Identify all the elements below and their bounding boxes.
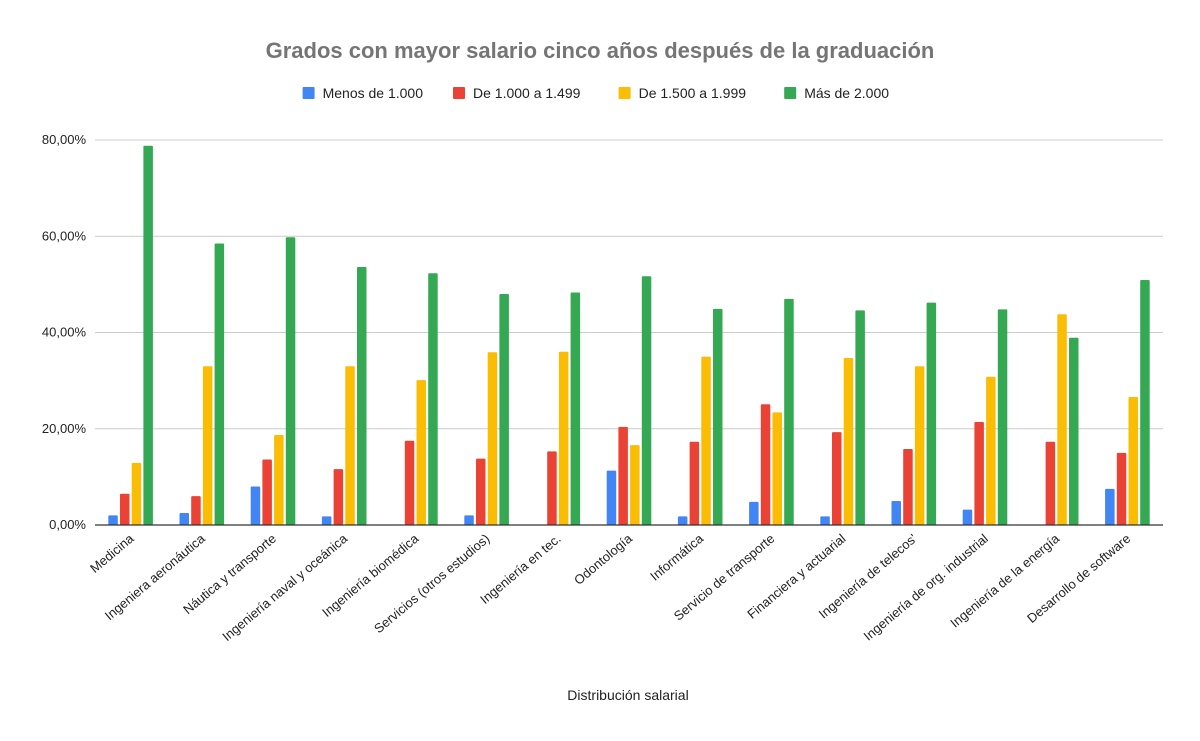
y-tick-label: 20,00% bbox=[42, 421, 87, 436]
y-tick-label: 60,00% bbox=[42, 228, 87, 243]
bar bbox=[108, 515, 118, 525]
bar bbox=[558, 351, 569, 525]
legend-swatch bbox=[453, 87, 465, 99]
bar bbox=[997, 309, 1008, 525]
bar bbox=[926, 302, 937, 525]
x-axis-label: Distribución salarial bbox=[567, 687, 688, 703]
legend-swatch bbox=[784, 87, 797, 99]
bar bbox=[262, 459, 272, 525]
y-tick-label: 40,00% bbox=[42, 325, 87, 340]
bar bbox=[903, 448, 913, 525]
bar bbox=[986, 376, 996, 525]
y-tick-label: 80,00% bbox=[42, 132, 87, 147]
bar bbox=[428, 273, 438, 525]
bar bbox=[179, 512, 189, 525]
legend-label: De 1.500 a 1.999 bbox=[639, 85, 747, 101]
bar bbox=[1057, 314, 1067, 525]
y-axis-ticks: 0,00% 20,00% 40,00% 60,00% 80,00% bbox=[42, 132, 87, 532]
bar bbox=[416, 380, 426, 525]
bar bbox=[855, 310, 865, 525]
bar bbox=[772, 412, 782, 525]
legend-label: Menos de 1.000 bbox=[323, 85, 424, 101]
bar bbox=[333, 469, 344, 525]
bar bbox=[843, 358, 854, 525]
bar bbox=[1116, 452, 1127, 525]
bar bbox=[547, 451, 557, 525]
bar bbox=[345, 366, 355, 525]
bar bbox=[202, 366, 213, 525]
bar bbox=[641, 276, 652, 525]
bar bbox=[1069, 337, 1079, 525]
bar bbox=[974, 422, 984, 525]
bar bbox=[784, 298, 794, 525]
bar bbox=[464, 515, 474, 525]
bar bbox=[1128, 396, 1138, 525]
bar bbox=[832, 432, 842, 525]
bar bbox=[487, 352, 498, 525]
bar bbox=[131, 462, 142, 525]
legend-label: De 1.000 a 1.499 bbox=[473, 85, 581, 101]
x-tick-label: Ingeniería de org. industrial bbox=[861, 531, 991, 644]
bar bbox=[618, 426, 628, 525]
bar bbox=[713, 308, 723, 525]
legend-swatch bbox=[302, 87, 315, 99]
bar bbox=[1140, 280, 1150, 525]
x-tick-label: Medicina bbox=[87, 530, 137, 575]
bar bbox=[214, 243, 225, 525]
bar bbox=[630, 445, 640, 525]
bar bbox=[357, 267, 367, 525]
bar bbox=[404, 440, 415, 525]
bar bbox=[749, 501, 759, 525]
bar bbox=[476, 458, 486, 525]
bar bbox=[499, 294, 509, 525]
x-tick-label: Servicios (otros estudios) bbox=[371, 531, 492, 636]
bar bbox=[914, 366, 925, 525]
bar bbox=[570, 292, 581, 525]
y-tick-label: 0,00% bbox=[49, 517, 86, 532]
bar bbox=[1045, 441, 1056, 525]
bar bbox=[191, 496, 201, 525]
chart-title: Grados con mayor salario cinco años desp… bbox=[266, 38, 935, 63]
bars bbox=[108, 145, 1150, 525]
x-tick-label: Informática bbox=[647, 530, 706, 583]
bar bbox=[250, 486, 261, 525]
x-tick-label: Odontología bbox=[571, 530, 635, 588]
bar bbox=[321, 516, 332, 525]
bar bbox=[1105, 488, 1115, 525]
bar bbox=[285, 237, 296, 525]
bar bbox=[820, 516, 830, 525]
legend: Menos de 1.000 De 1.000 a 1.499 De 1.500 a… bbox=[302, 85, 889, 101]
bar bbox=[891, 500, 901, 525]
bar bbox=[689, 441, 700, 525]
gridlines bbox=[95, 139, 1163, 430]
bar bbox=[143, 145, 153, 525]
bar bbox=[120, 493, 130, 525]
bar bbox=[701, 356, 711, 525]
bar bbox=[962, 509, 973, 525]
bar bbox=[760, 404, 771, 525]
legend-swatch bbox=[618, 87, 631, 99]
legend-label: Más de 2.000 bbox=[804, 85, 889, 101]
bar bbox=[274, 435, 284, 525]
x-tick-label: Ingeniería naval y oceánica bbox=[219, 530, 350, 644]
bar bbox=[606, 470, 617, 525]
bar bbox=[677, 516, 688, 525]
